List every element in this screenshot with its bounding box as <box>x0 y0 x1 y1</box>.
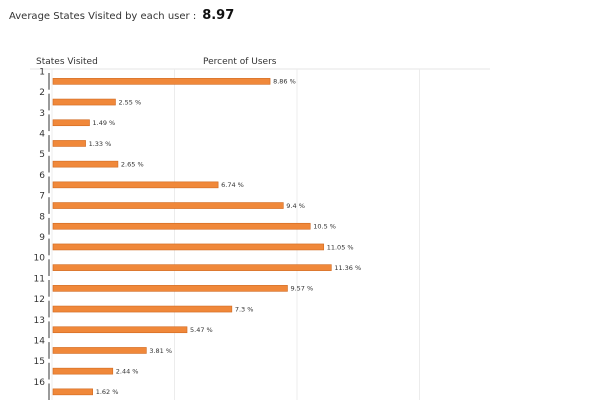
data-value-label: 2.44 % <box>116 367 139 375</box>
data-bar <box>52 305 233 313</box>
data-bar <box>52 160 119 168</box>
average-states-summary: Average States Visited by each user : 8.… <box>9 8 234 23</box>
data-value-label: 11.36 % <box>334 264 361 272</box>
grid-layer <box>30 68 490 400</box>
data-bar <box>52 388 93 396</box>
data-bar <box>52 181 219 189</box>
category-tick-label: 6 <box>39 171 45 181</box>
average-states-label: Average States Visited by each user : <box>9 11 197 22</box>
data-bar <box>52 367 114 375</box>
category-tick-label: 15 <box>34 357 45 367</box>
row-axis-segment <box>48 135 50 152</box>
category-tick-label: 3 <box>39 109 45 119</box>
category-tick-label: 14 <box>34 336 46 346</box>
data-value-label: 11.05 % <box>327 243 354 251</box>
row-axis-segment <box>48 155 50 173</box>
data-bar <box>52 243 325 251</box>
average-states-value: 8.97 <box>202 8 235 23</box>
percent-of-users-header: Percent of Users <box>203 57 277 67</box>
category-tick-label: 5 <box>39 150 45 160</box>
data-value-label: 5.47 % <box>190 326 213 334</box>
category-tick-label: 9 <box>39 233 45 243</box>
data-bar <box>52 222 311 230</box>
data-value-label: 7.3 % <box>235 305 254 313</box>
row-axis-segment <box>48 238 50 256</box>
row-axis-segment <box>48 114 50 132</box>
category-tick-label: 2 <box>39 88 45 98</box>
data-bar <box>52 78 271 85</box>
row-axis-segment <box>48 197 50 214</box>
row-axis-segment <box>48 259 50 276</box>
data-value-label: 1.33 % <box>89 140 112 148</box>
row-axis-segment <box>48 280 50 297</box>
row-axis-segment <box>48 321 50 339</box>
data-value-label: 9.4 % <box>286 202 305 210</box>
data-value-label: 10.5 % <box>313 223 336 231</box>
category-tick-label: 13 <box>34 316 45 326</box>
data-value-label: 9.57 % <box>290 285 313 293</box>
data-bar <box>52 264 332 271</box>
category-tick-label: 11 <box>34 274 45 284</box>
category-tick-label: 8 <box>39 212 45 222</box>
data-value-label: 3.81 % <box>149 347 172 355</box>
row-axis-segment <box>48 217 50 235</box>
row-axis-segment <box>48 176 50 194</box>
data-bar <box>52 202 284 209</box>
category-tick-label: 7 <box>39 192 45 202</box>
data-value-label: 2.55 % <box>118 98 141 106</box>
data-bar <box>52 347 147 354</box>
category-tick-label: 16 <box>34 378 46 388</box>
data-bar <box>52 326 188 334</box>
category-tick-label: 10 <box>34 254 46 264</box>
data-value-label: 2.65 % <box>121 160 144 168</box>
data-bar <box>52 140 86 147</box>
row-axis-segment <box>48 362 50 380</box>
states-visited-header: States Visited <box>36 57 98 67</box>
data-bar <box>52 285 288 292</box>
data-value-label: 8.86 % <box>273 78 296 86</box>
data-bar <box>52 119 90 127</box>
row-axis-segment <box>48 342 50 359</box>
row-axis-segment <box>48 93 50 111</box>
data-value-label: 1.49 % <box>93 119 116 127</box>
bar-layer: 1 8.86 % 2 2.55 % 3 1.49 % 4 1.33 % 5 2.65 % 6 6.74… <box>34 67 361 400</box>
category-tick-label: 12 <box>34 295 45 305</box>
row-axis-segment <box>48 383 50 400</box>
data-value-label: 1.62 % <box>96 388 119 396</box>
data-value-label: 6.74 % <box>221 181 244 189</box>
row-axis-segment <box>48 73 50 90</box>
row-axis-segment <box>48 300 50 318</box>
data-bar <box>52 98 116 106</box>
category-tick-label: 1 <box>39 67 45 77</box>
category-tick-label: 4 <box>39 129 45 139</box>
